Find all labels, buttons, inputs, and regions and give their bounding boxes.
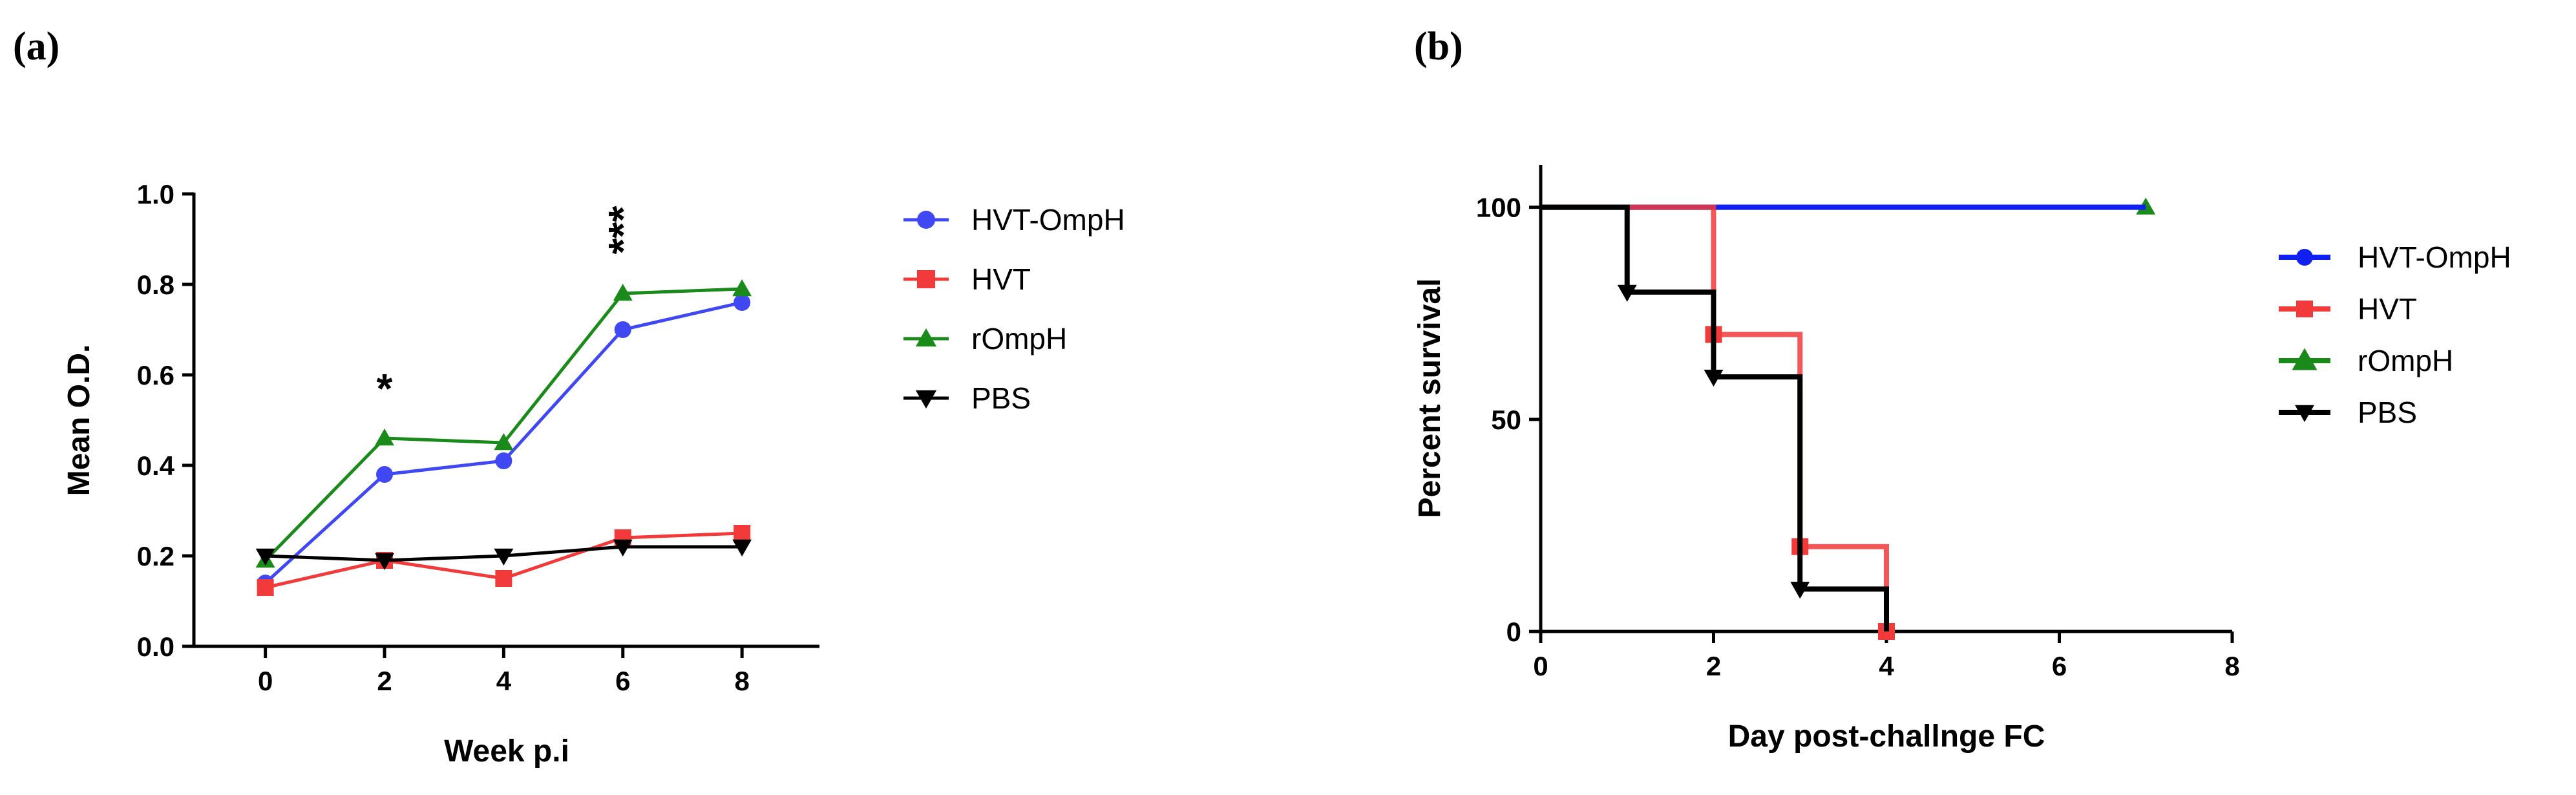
data-point-PBS [494, 548, 514, 566]
legend-marker-rOmpH [915, 328, 937, 347]
y-tick-label-b: 100 [1476, 193, 1521, 223]
x-axis-title-a: Week p.i [444, 734, 569, 768]
data-point-PBS [613, 539, 633, 556]
data-point-HVT-OmpH [734, 294, 751, 311]
x-tick-label-b: 8 [2224, 651, 2239, 681]
legend-b: HVT-OmpH HVT rOmpH PBS [2279, 240, 2511, 429]
legend-marker-rOmpH [2292, 348, 2317, 370]
chart-b: 0 50 100 0 2 4 6 8 Day post-challnge FC Percent s… [1413, 165, 2240, 754]
x-tick-label-a: 2 [377, 666, 392, 696]
legend-a: HVT-OmpH HVT rOmpH PBS [903, 203, 1125, 415]
x-tick-label-a: 4 [496, 666, 512, 696]
y-axis-title-a: Mean O.D. [62, 344, 96, 496]
legend-label: HVT-OmpH [2358, 240, 2511, 274]
x-tick-label-a: 0 [258, 666, 273, 696]
legend-label: HVT [971, 262, 1031, 296]
legend-marker-PBS [915, 390, 937, 409]
y-tick-label-a: 0.0 [137, 631, 174, 662]
y-tick-label-a: 0.2 [137, 541, 174, 571]
legend-marker-HVT-OmpH [2296, 249, 2313, 266]
legend-label: PBS [971, 381, 1031, 415]
data-point-HVT [734, 525, 751, 542]
y-tick-label-b: 50 [1491, 405, 1521, 435]
legend-label: rOmpH [971, 322, 1067, 355]
legend-marker-HVT [2296, 301, 2313, 317]
y-tick-label-a: 0.6 [137, 360, 174, 390]
data-point-HVT-OmpH [376, 466, 394, 483]
x-tick-label-a: 8 [734, 666, 749, 696]
survival-marker-PBS [1617, 284, 1637, 302]
survival-marker-PBS [1790, 582, 1810, 599]
data-point-HVT [495, 570, 512, 587]
legend-label: rOmpH [2358, 344, 2453, 377]
y-tick-label-a: 1.0 [137, 179, 174, 209]
significance-marker: *** [600, 206, 646, 255]
legend-label: HVT [2358, 292, 2417, 326]
legend-marker-PBS [2295, 405, 2314, 422]
legend-label: PBS [2358, 396, 2417, 429]
x-tick-label-a: 6 [615, 666, 630, 696]
x-tick-label-b: 4 [1879, 651, 1894, 681]
y-tick-label-a: 0.4 [137, 450, 175, 481]
data-point-rOmpH [732, 279, 752, 297]
legend-label: HVT-OmpH [971, 203, 1125, 237]
legend-marker-HVT [917, 270, 935, 288]
survival-curve-HVT [1541, 204, 1889, 631]
data-point-rOmpH [494, 433, 514, 450]
chart-a: 0.0 0.2 0.4 0.6 0.8 1.0 0 2 4 6 8 Week p.i Mean O.D.… [62, 179, 819, 768]
y-axis-title-b: Percent survival [1413, 279, 1447, 518]
data-point-PBS [375, 553, 394, 570]
panel-a-label: (a) [13, 25, 59, 69]
data-point-rOmpH [375, 429, 394, 446]
y-tick-label-b: 0 [1506, 617, 1521, 647]
y-tick-label-a: 0.8 [137, 270, 174, 300]
survival-marker-PBS [1704, 369, 1724, 387]
legend-marker-HVT-OmpH [917, 211, 935, 229]
data-point-HVT-OmpH [495, 452, 512, 469]
x-tick-label-b: 0 [1533, 651, 1548, 681]
panel-b-label: (b) [1414, 25, 1463, 69]
significance-marker: * [377, 365, 393, 412]
x-tick-label-b: 6 [2052, 651, 2067, 681]
x-axis-title-b: Day post-challnge FC [1728, 719, 2045, 754]
data-point-rOmpH [613, 284, 633, 301]
data-point-PBS [732, 539, 752, 556]
data-point-HVT [257, 579, 274, 596]
data-point-HVT-OmpH [614, 321, 631, 338]
x-tick-label-b: 2 [1706, 651, 1721, 681]
data-point-PBS [255, 548, 275, 566]
